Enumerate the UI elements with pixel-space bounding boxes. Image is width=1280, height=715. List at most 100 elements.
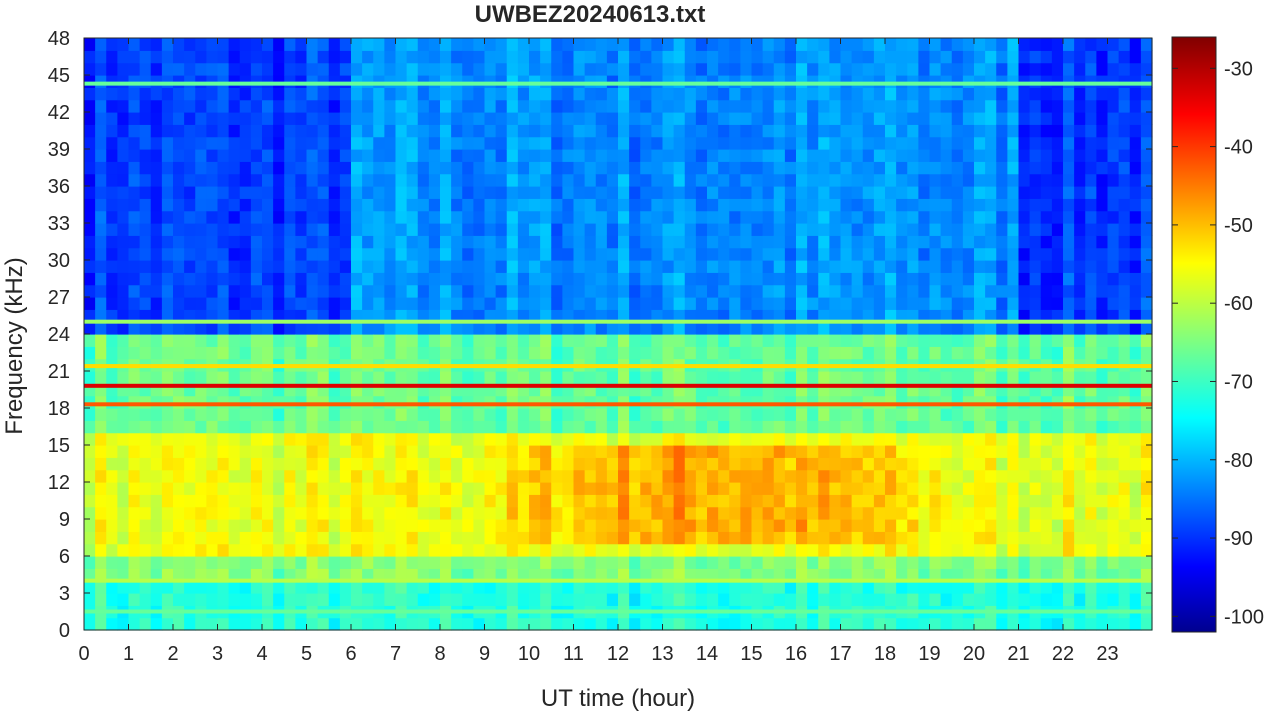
heatmap-cell xyxy=(161,432,174,446)
heatmap-cell xyxy=(1063,112,1075,125)
heatmap-cell xyxy=(262,186,274,199)
heatmap-cell xyxy=(551,124,563,138)
heatmap-cell xyxy=(762,383,775,397)
heatmap-cell xyxy=(640,272,652,286)
heatmap-cell xyxy=(985,260,997,273)
heatmap-cell xyxy=(673,445,686,458)
heatmap-cell xyxy=(762,420,775,434)
heatmap-cell xyxy=(317,506,330,520)
heatmap-cell xyxy=(562,149,575,162)
heatmap-cell xyxy=(773,272,786,286)
heatmap-cell xyxy=(662,556,675,569)
heatmap-cell xyxy=(573,173,586,187)
heatmap-cell xyxy=(462,272,474,286)
heatmap-cell xyxy=(1007,457,1020,471)
heatmap-cell xyxy=(451,556,463,569)
heatmap-cell xyxy=(1140,346,1153,360)
heatmap-cell xyxy=(551,186,563,199)
heatmap-cell xyxy=(517,531,530,545)
heatmap-cell xyxy=(517,223,530,236)
heatmap-cell xyxy=(1118,519,1131,532)
heatmap-cell xyxy=(1007,543,1020,557)
heatmap-cell xyxy=(618,494,630,508)
heatmap-cell xyxy=(1118,334,1131,347)
heatmap-cell xyxy=(618,445,630,458)
heatmap-cell xyxy=(1063,62,1075,76)
heatmap-cell xyxy=(406,247,419,261)
heatmap-cell xyxy=(840,469,853,483)
heatmap-cell xyxy=(239,457,252,471)
heatmap-cell xyxy=(440,383,452,397)
heatmap-cell xyxy=(106,260,118,273)
heatmap-cell xyxy=(562,432,575,446)
heatmap-cell xyxy=(974,432,986,446)
heatmap-cell xyxy=(128,297,141,310)
heatmap-cell xyxy=(1018,432,1031,446)
heatmap-cell xyxy=(139,149,152,162)
heatmap-cell xyxy=(262,395,274,409)
heatmap-cell xyxy=(206,161,219,175)
heatmap-cell xyxy=(873,395,886,409)
heatmap-cell xyxy=(840,543,853,557)
heatmap-cell xyxy=(428,161,441,175)
heatmap-cell xyxy=(351,556,363,569)
heatmap-cell xyxy=(106,371,118,384)
heatmap-cell xyxy=(1029,408,1042,421)
heatmap-cell xyxy=(506,297,519,310)
heatmap-cell xyxy=(1096,408,1109,421)
heatmap-cell xyxy=(885,617,897,631)
heatmap-cell xyxy=(428,284,441,298)
heatmap-cell xyxy=(962,173,975,187)
heatmap-cell xyxy=(1085,482,1097,495)
heatmap-cell xyxy=(595,519,608,532)
heatmap-cell xyxy=(996,309,1008,323)
heatmap-cell xyxy=(740,445,753,458)
heatmap-cell xyxy=(695,198,708,212)
heatmap-cell xyxy=(940,334,953,347)
heatmap-cell xyxy=(451,210,463,224)
heatmap-cell xyxy=(707,235,719,249)
heatmap-cell xyxy=(1018,161,1031,175)
heatmap-cell xyxy=(651,457,664,471)
heatmap-cell xyxy=(784,420,797,434)
heatmap-cell xyxy=(250,531,263,545)
heatmap-cell xyxy=(184,543,196,557)
heatmap-cell xyxy=(1140,494,1153,508)
heatmap-cell xyxy=(974,580,986,594)
heatmap-cell xyxy=(1129,408,1142,421)
heatmap-cell xyxy=(506,260,519,273)
heatmap-cell xyxy=(217,309,230,323)
heatmap-cell xyxy=(206,543,219,557)
heatmap-cell xyxy=(851,593,864,606)
heatmap-cell xyxy=(339,235,352,249)
heatmap-cell xyxy=(462,136,474,150)
heatmap-cell xyxy=(951,506,964,520)
heatmap-cell xyxy=(829,297,842,310)
heatmap-cell xyxy=(851,519,864,532)
heatmap-cell xyxy=(640,198,652,212)
heatmap-cell xyxy=(962,494,975,508)
heatmap-cell xyxy=(195,99,207,113)
heatmap-cell xyxy=(250,469,263,483)
heatmap-cell xyxy=(484,469,497,483)
heatmap-cell xyxy=(417,469,430,483)
heatmap-cell xyxy=(1074,186,1086,199)
heatmap-cell xyxy=(339,260,352,273)
heatmap-cell xyxy=(184,210,196,224)
heatmap-cell xyxy=(139,284,152,298)
heatmap-cell xyxy=(996,223,1008,236)
heatmap-cell xyxy=(373,260,385,273)
heatmap-cell xyxy=(384,580,397,594)
heatmap-cell xyxy=(896,272,908,286)
heatmap-cell xyxy=(384,235,397,249)
heatmap-cell xyxy=(629,223,641,236)
heatmap-cell xyxy=(451,617,463,631)
heatmap-cell xyxy=(484,260,497,273)
heatmap-cell xyxy=(962,519,975,532)
heatmap-cell xyxy=(985,334,997,347)
heatmap-cell xyxy=(751,321,764,335)
heatmap-cell xyxy=(629,408,641,421)
heatmap-cell xyxy=(951,198,964,212)
heatmap-cell xyxy=(762,457,775,471)
heatmap-cell xyxy=(929,543,942,557)
